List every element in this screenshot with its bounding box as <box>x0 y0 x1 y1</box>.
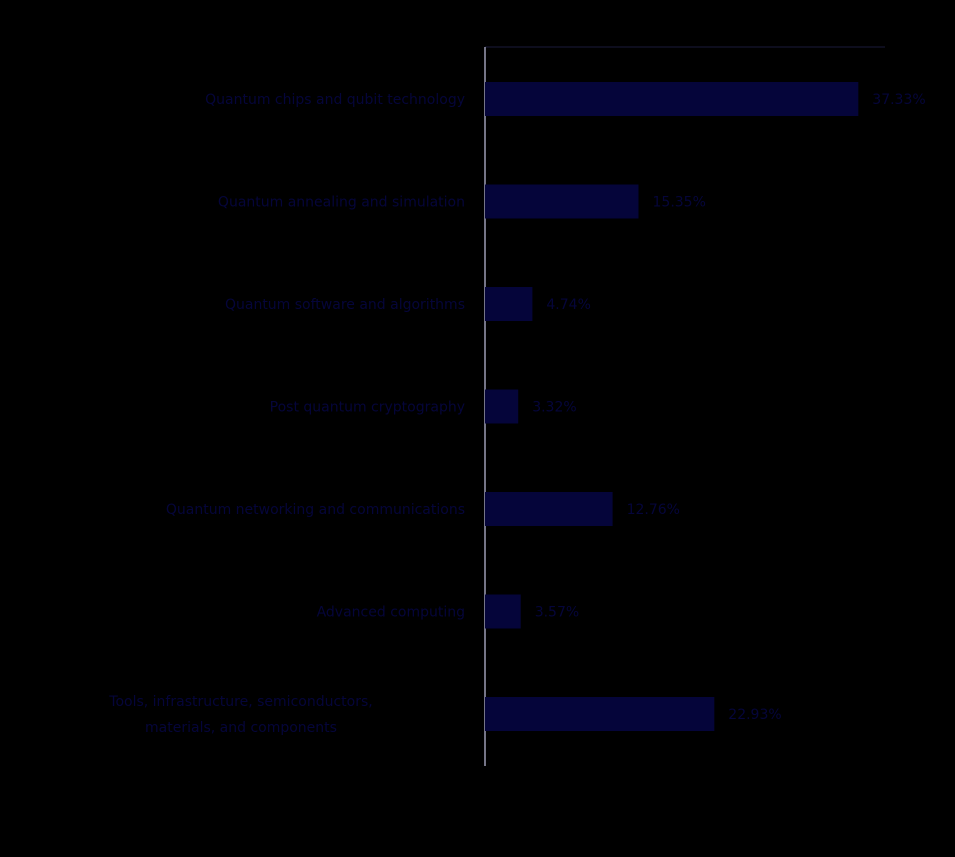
category-label: Quantum chips and qubit technology <box>205 92 465 108</box>
value-label: 22.93% <box>728 707 781 723</box>
value-label: 37.33% <box>872 92 925 108</box>
bar <box>485 697 715 731</box>
category-label: Post quantum cryptography <box>270 400 465 416</box>
category-label: Quantum annealing and simulation <box>218 195 465 211</box>
category-label: Quantum software and algorithms <box>225 297 465 313</box>
value-label: 4.74% <box>546 297 590 313</box>
category-label: Tools, infrastructure, semiconductors, ma… <box>108 694 372 736</box>
value-label: 12.76% <box>627 502 680 518</box>
category-label: Advanced computing <box>317 605 465 621</box>
bar <box>485 82 859 116</box>
value-label: 15.35% <box>653 195 706 211</box>
bar <box>485 389 519 424</box>
category-labels-group: Quantum chips and qubit technology Quantu… <box>108 92 465 736</box>
category-label: Quantum networking and communications <box>166 502 465 518</box>
bar <box>485 184 639 219</box>
bar <box>485 287 533 321</box>
bar <box>485 594 521 629</box>
value-label: 3.57% <box>535 605 579 621</box>
bar <box>485 492 613 526</box>
bars-group <box>485 82 859 731</box>
value-labels-group: 37.33% 15.35% 4.74% 3.32% 12.76% 3.57% 22.93% <box>532 92 925 723</box>
value-label: 3.32% <box>532 400 576 416</box>
